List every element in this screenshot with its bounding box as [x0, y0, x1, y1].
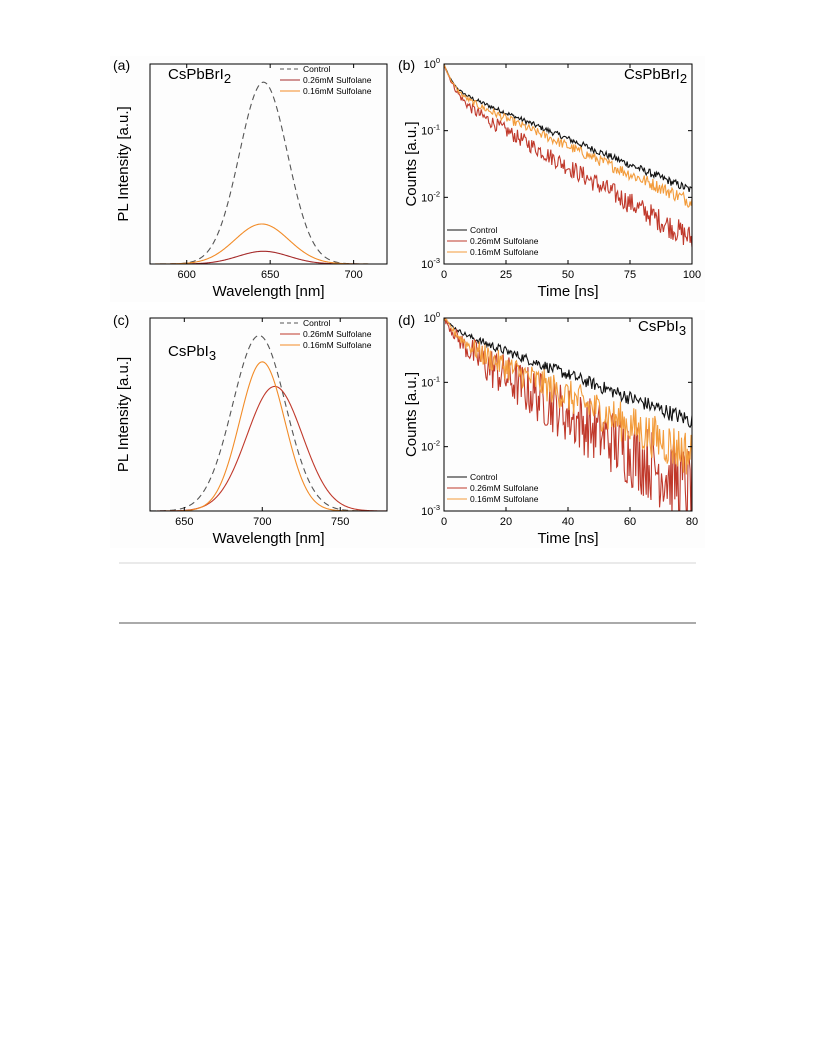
- x-tick-label: 700: [253, 516, 271, 528]
- panel-label: (b): [398, 57, 415, 73]
- legend-label: Control: [303, 64, 331, 74]
- series-line-2: [444, 318, 692, 511]
- x-axis-label: Time [ns]: [537, 530, 598, 547]
- y-tick-label: 10-2: [421, 439, 440, 454]
- legend-label: 0.26mM Sulfolane: [303, 75, 372, 85]
- y-axis-label: PL Intensity [a.u.]: [115, 106, 132, 221]
- y-tick-label: 10-1: [421, 123, 440, 138]
- chart-panel-1: 600 650 700 Wavelength [nm] PL Intensity [a.…: [110, 56, 400, 302]
- x-tick-label: 80: [686, 516, 698, 528]
- legend-label: Control: [303, 318, 331, 328]
- panel-background: [110, 56, 400, 302]
- y-axis-label: PL Intensity [a.u.]: [115, 357, 132, 472]
- x-tick-label: 0: [441, 269, 447, 281]
- x-tick-label: 650: [175, 516, 193, 528]
- y-tick-label: 100: [424, 310, 440, 325]
- series-line-1: [444, 318, 692, 429]
- axis-box: [149, 317, 388, 512]
- panel-label: (d): [398, 312, 415, 328]
- x-tick-label: 40: [562, 516, 574, 528]
- chart-panel-2: 0 25 50 75 100 100 10-1 10-2 10-3 Time [ns] Counts…: [395, 56, 705, 302]
- legend-label: 0.26mM Sulfolane: [470, 483, 539, 493]
- series-line-2: [444, 64, 692, 248]
- panel-background: [395, 310, 705, 548]
- legend-label: 0.26mM Sulfolane: [303, 329, 372, 339]
- x-axis-label: Wavelength [nm]: [213, 530, 325, 547]
- panel-label: (c): [113, 312, 129, 328]
- x-tick-label: 25: [500, 269, 512, 281]
- chart-panel-4: 0 20 40 60 80 100 10-1 10-2 10-3 Time [ns] Counts …: [395, 310, 705, 548]
- x-axis-label: Time [ns]: [537, 283, 598, 300]
- x-tick-label: 20: [500, 516, 512, 528]
- x-tick-label: 100: [683, 269, 701, 281]
- x-tick-label: 50: [562, 269, 574, 281]
- x-axis-label: Wavelength [nm]: [213, 283, 325, 300]
- sample-label: CsPbBrI2: [168, 66, 231, 86]
- series-line-3: [444, 318, 692, 475]
- legend-label: 0.26mM Sulfolane: [470, 236, 539, 246]
- legend-label: 0.16mM Sulfolane: [470, 494, 539, 504]
- y-axis-label: Counts [a.u.]: [403, 372, 420, 457]
- series-group: [444, 318, 692, 511]
- x-tick-label: 60: [624, 516, 636, 528]
- y-tick-label: 10-1: [421, 374, 440, 389]
- legend-label: 0.16mM Sulfolane: [303, 340, 372, 350]
- legend-label: 0.16mM Sulfolane: [470, 247, 539, 257]
- legend-label: Control: [470, 225, 498, 235]
- legend-label: Control: [470, 472, 498, 482]
- panel-background: [395, 56, 705, 302]
- sample-label: CsPbBrI2: [624, 66, 687, 86]
- y-axis-label: Counts [a.u.]: [403, 121, 420, 206]
- x-tick-label: 700: [344, 269, 362, 281]
- y-tick-label: 10-2: [421, 189, 440, 204]
- series-group: [444, 64, 692, 248]
- series-line-3: [444, 64, 692, 209]
- chart-panel-3: 650 700 750 Wavelength [nm] PL Intensity [a.…: [110, 310, 400, 548]
- y-tick-label: 100: [424, 56, 440, 71]
- x-tick-label: 75: [624, 269, 636, 281]
- x-tick-label: 600: [178, 269, 196, 281]
- panel-label: (a): [113, 57, 130, 73]
- series-line-1: [444, 64, 692, 193]
- x-tick-label: 0: [441, 516, 447, 528]
- y-tick-label: 10-3: [421, 503, 440, 518]
- legend-label: 0.16mM Sulfolane: [303, 86, 372, 96]
- x-tick-label: 650: [261, 269, 279, 281]
- axis-box: [149, 63, 388, 265]
- sample-label: CsPbI3: [168, 343, 216, 363]
- y-tick-label: 10-3: [421, 256, 440, 271]
- x-tick-label: 750: [331, 516, 349, 528]
- sample-label: CsPbI3: [638, 318, 686, 338]
